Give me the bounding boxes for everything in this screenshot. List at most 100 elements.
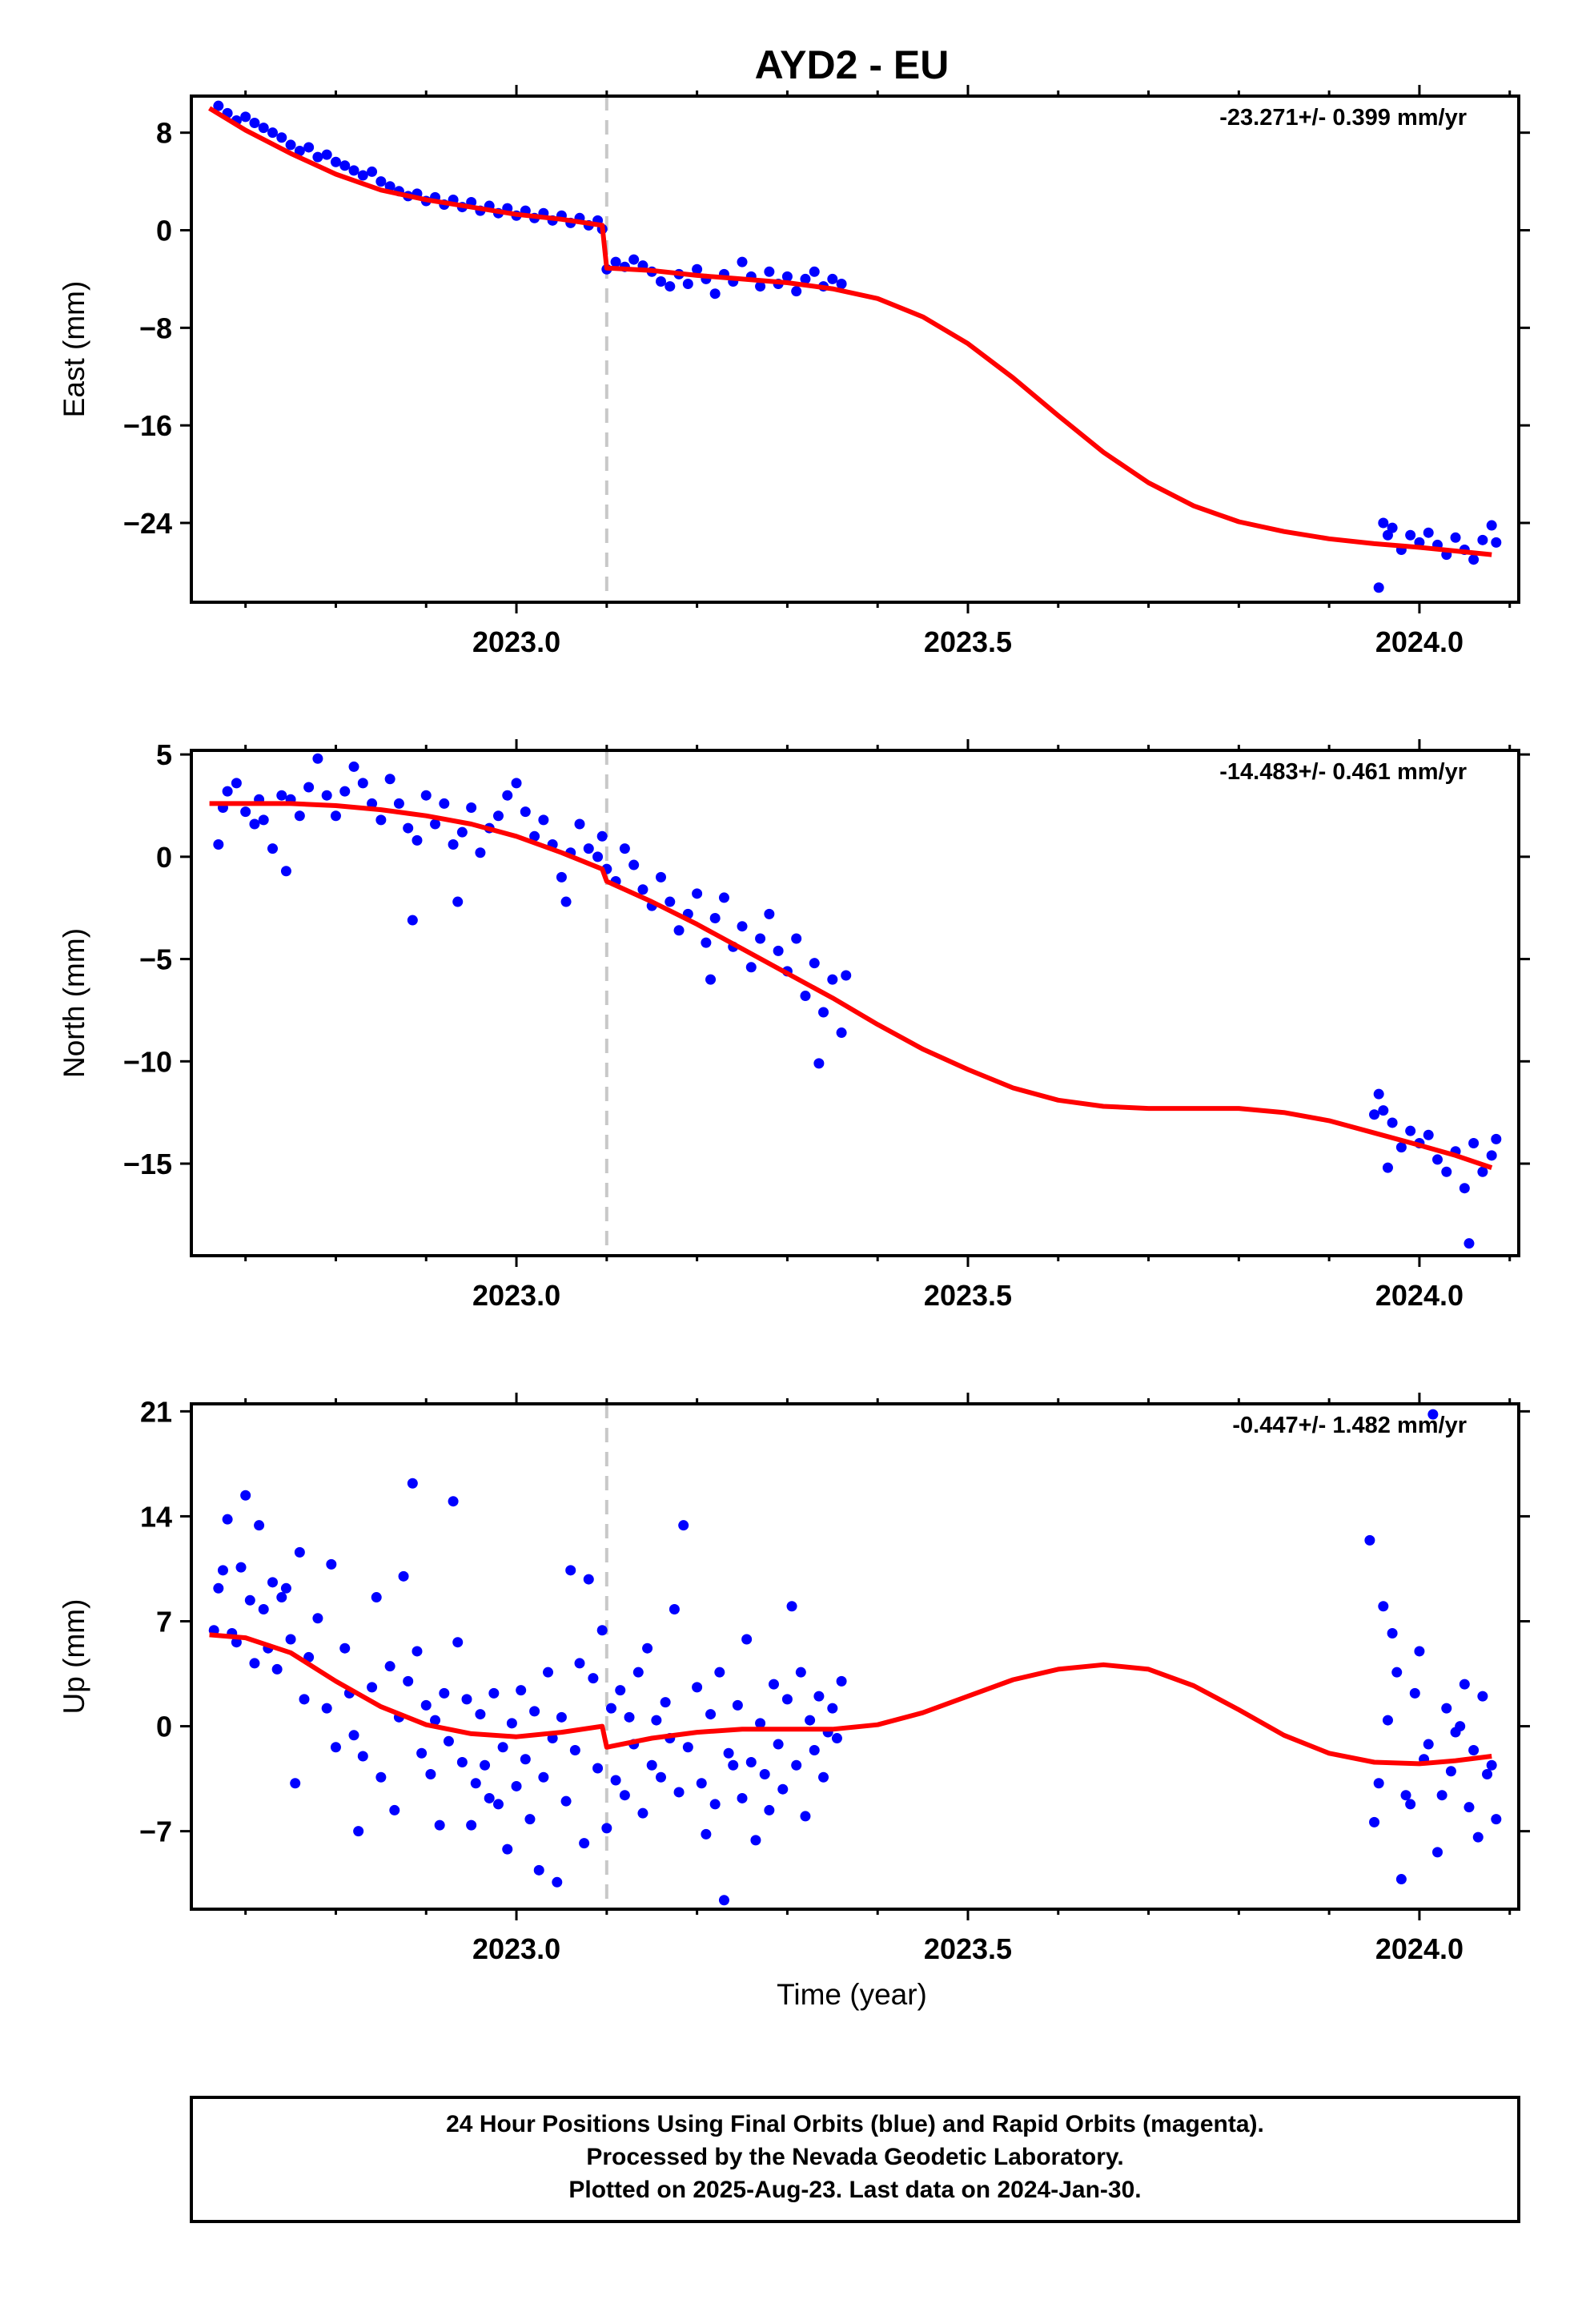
up-data-point (1405, 1799, 1416, 1810)
east-y-tick-label: −8 (139, 312, 172, 344)
up-data-point (416, 1747, 428, 1759)
north-data-point (745, 962, 757, 973)
up-data-point (624, 1711, 635, 1723)
up-data-point (755, 1718, 766, 1729)
up-data-point (456, 1757, 468, 1768)
north-frame (190, 749, 1520, 1257)
up-data-point (222, 1514, 233, 1525)
up-data-point (728, 1759, 739, 1771)
north-data-point (692, 888, 703, 899)
up-panel: 2023.0 2023.5 2024.0 21 14 7 0 −7 Up (mm) -0.447+… (58, 1393, 1530, 1965)
north-y-tick-label: 0 (156, 841, 172, 874)
up-data-point (737, 1792, 748, 1803)
up-data-point (1387, 1627, 1398, 1638)
north-data-point (430, 818, 441, 830)
east-data-point (1387, 522, 1398, 533)
north-data-point (1441, 1166, 1452, 1177)
up-data-point (244, 1594, 255, 1606)
up-data-point (596, 1625, 608, 1636)
up-data-point (741, 1634, 753, 1645)
north-panel: 2023.0 2023.5 2024.0 5 0 −5 −10 −15 North (mm) -1… (58, 738, 1530, 1312)
up-data-point (1472, 1831, 1484, 1843)
north-data-point (303, 782, 315, 793)
up-y-tick-label: 0 (156, 1711, 172, 1743)
up-data-point (619, 1790, 630, 1801)
up-data-point (267, 1577, 279, 1588)
north-model-curve (209, 801, 1493, 1170)
east-data-point (781, 271, 793, 282)
up-data-point (773, 1739, 784, 1750)
east-data-point (348, 165, 359, 176)
north-data-point (412, 834, 423, 846)
up-data-point (492, 1799, 504, 1810)
up-data-point (520, 1754, 531, 1765)
north-data-point (1395, 1142, 1407, 1153)
up-data-point (705, 1709, 717, 1720)
north-data-point (755, 933, 766, 944)
up-data-point (781, 1694, 793, 1705)
east-data-point (1373, 582, 1384, 593)
north-data-point (596, 830, 608, 842)
north-data-point (348, 761, 359, 772)
east-data-point (1450, 532, 1461, 543)
north-data-point (1387, 1117, 1398, 1128)
north-data-point (813, 1058, 825, 1069)
up-data-point (1427, 1409, 1439, 1420)
north-data-point (705, 974, 717, 985)
up-data-point (1482, 1768, 1493, 1779)
north-data-point (231, 778, 242, 789)
north-data-point (809, 958, 820, 969)
up-data-point (800, 1811, 811, 1822)
east-data-point (303, 142, 315, 153)
east-data-point (1405, 529, 1416, 541)
up-data-point (321, 1703, 332, 1714)
up-data-point (240, 1490, 251, 1501)
north-data-point (367, 798, 378, 809)
north-data-point (818, 1007, 829, 1018)
up-data-point (290, 1778, 301, 1789)
up-data-point (276, 1592, 287, 1603)
up-data-point (750, 1835, 761, 1846)
north-y-tick-label: 5 (156, 738, 172, 771)
north-data-point (1369, 1109, 1380, 1120)
up-data-point (1395, 1874, 1407, 1885)
north-data-point (791, 933, 802, 944)
up-data-point (235, 1562, 247, 1573)
up-data-point (543, 1667, 554, 1678)
caption-line-1: 24 Hour Positions Using Final Orbits (bl… (446, 2111, 1264, 2137)
up-data-point (795, 1667, 806, 1678)
east-data-point (1378, 517, 1389, 529)
up-data-point (524, 1814, 536, 1825)
north-data-point (1477, 1166, 1488, 1177)
north-data-point (529, 830, 540, 842)
north-data-point (439, 798, 450, 809)
east-data-point (276, 132, 287, 143)
up-data-point (745, 1757, 757, 1768)
up-data-point (357, 1751, 368, 1762)
up-x-tick-label: 2024.0 (1375, 1932, 1464, 1965)
north-data-point (492, 810, 504, 822)
north-data-point (502, 790, 513, 801)
north-data-point (841, 970, 852, 981)
north-data-point (511, 778, 522, 789)
north-data-point (709, 912, 721, 923)
up-data-point (475, 1709, 486, 1720)
east-y-tick-label: −24 (123, 507, 172, 540)
up-data-point (818, 1771, 829, 1783)
up-data-point (827, 1703, 838, 1714)
up-data-point (480, 1759, 491, 1771)
up-data-point (642, 1642, 653, 1654)
up-data-point (560, 1795, 572, 1807)
up-data-point (339, 1642, 351, 1654)
up-data-point (615, 1685, 626, 1696)
north-data-point (330, 810, 341, 822)
up-data-point (231, 1637, 242, 1648)
up-data-point (601, 1823, 612, 1834)
north-x-tick-label: 2023.5 (924, 1279, 1012, 1312)
up-data-point (786, 1601, 797, 1612)
north-rate-label: -14.483+/- 0.461 mm/yr (1219, 759, 1467, 785)
up-data-point (353, 1826, 364, 1837)
north-data-point (1405, 1125, 1416, 1136)
up-data-point (637, 1807, 648, 1819)
north-data-point (737, 921, 748, 932)
